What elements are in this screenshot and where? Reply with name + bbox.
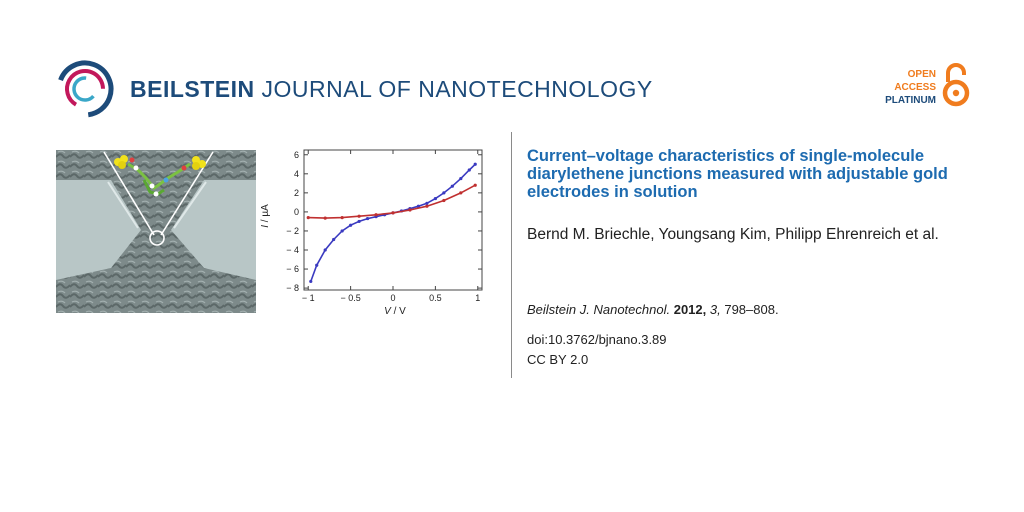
- data-point-1: [425, 201, 429, 205]
- y-tick-label: 2: [294, 188, 299, 198]
- data-point-1: [309, 279, 313, 284]
- data-point-2: [357, 214, 361, 218]
- data-point-2: [408, 208, 412, 212]
- oa-line-3: PLATINUM: [885, 95, 936, 106]
- open-lock-icon: [942, 63, 970, 107]
- x-tick-label: 0.5: [429, 293, 442, 303]
- citation-journal: Beilstein J. Nanotechnol.: [527, 302, 671, 317]
- data-point-2: [473, 183, 477, 187]
- data-point-2: [306, 216, 310, 220]
- data-point-2: [340, 216, 344, 220]
- data-point-1: [340, 229, 344, 233]
- graphical-abstract-sem-image: [56, 150, 256, 313]
- series-line-1: [310, 163, 476, 282]
- x-tick-label: 1: [475, 293, 480, 303]
- y-tick-label: − 8: [286, 283, 299, 293]
- article-authors: Bernd M. Briechle, Youngsang Kim, Philip…: [527, 226, 939, 243]
- citation-year: 2012,: [673, 302, 707, 317]
- data-point-1: [416, 204, 421, 208]
- data-point-1: [467, 168, 471, 172]
- journal-logo: [56, 60, 114, 118]
- oa-line-1: OPEN: [907, 69, 936, 80]
- data-point-2: [425, 204, 429, 208]
- x-tick-label: 0: [390, 293, 395, 303]
- data-point-1: [349, 223, 353, 227]
- data-point-1: [433, 196, 437, 201]
- data-point-2: [323, 216, 327, 220]
- chart-axes: [303, 149, 483, 291]
- citation-pages: 798–808.: [720, 302, 779, 317]
- journal-name-bold: BEILSTEIN: [130, 76, 255, 102]
- y-tick-label: 0: [294, 207, 299, 217]
- x-tick-label: − 1: [302, 293, 315, 303]
- article-doi[interactable]: doi:10.3762/bjnano.3.89: [527, 332, 667, 347]
- data-point-2: [442, 198, 446, 203]
- x-axis-label: V / V: [384, 306, 406, 317]
- vertical-divider: [511, 132, 512, 378]
- data-point-1: [450, 184, 454, 188]
- iv-chart: − 1 − 0.5 0 0.5 1 6 4 2 0 − 2 − 4 − 6 − 8 I / µA V /…: [260, 149, 483, 317]
- data-point-2: [391, 211, 395, 215]
- y-tick-label: − 6: [286, 264, 299, 274]
- open-access-badge: OPEN ACCESS PLATINUM: [885, 68, 936, 107]
- y-tick-label: 4: [294, 169, 299, 179]
- data-point-1: [315, 263, 319, 267]
- molecule-illustration: [114, 155, 206, 197]
- data-point-1: [323, 248, 327, 252]
- citation-volume: 3,: [709, 302, 721, 317]
- y-axis-label: I / µA: [260, 204, 271, 228]
- oa-line-2: ACCESS: [894, 82, 936, 93]
- plot-frame: [303, 149, 483, 291]
- y-tick-label: − 4: [286, 245, 299, 255]
- article-citation: Beilstein J. Nanotechnol. 2012, 3, 798–8…: [527, 302, 779, 317]
- data-point-2: [374, 213, 378, 217]
- data-point-1: [357, 219, 361, 224]
- journal-name-rest: JOURNAL OF NANOTECHNOLOGY: [254, 76, 653, 102]
- data-point-1: [459, 176, 463, 181]
- data-point-1: [365, 216, 370, 221]
- y-tick-label: 6: [294, 150, 299, 160]
- data-point-1: [473, 162, 477, 166]
- article-license: CC BY 2.0: [527, 352, 589, 367]
- journal-name: BEILSTEIN JOURNAL OF NANOTECHNOLOGY: [130, 76, 653, 103]
- article-title[interactable]: Current–voltage characteristics of singl…: [527, 147, 948, 201]
- y-tick-label: − 2: [286, 226, 299, 236]
- data-point-1: [332, 237, 336, 242]
- data-point-1: [442, 191, 446, 195]
- data-point-2: [459, 191, 463, 195]
- x-tick-label: − 0.5: [340, 293, 360, 303]
